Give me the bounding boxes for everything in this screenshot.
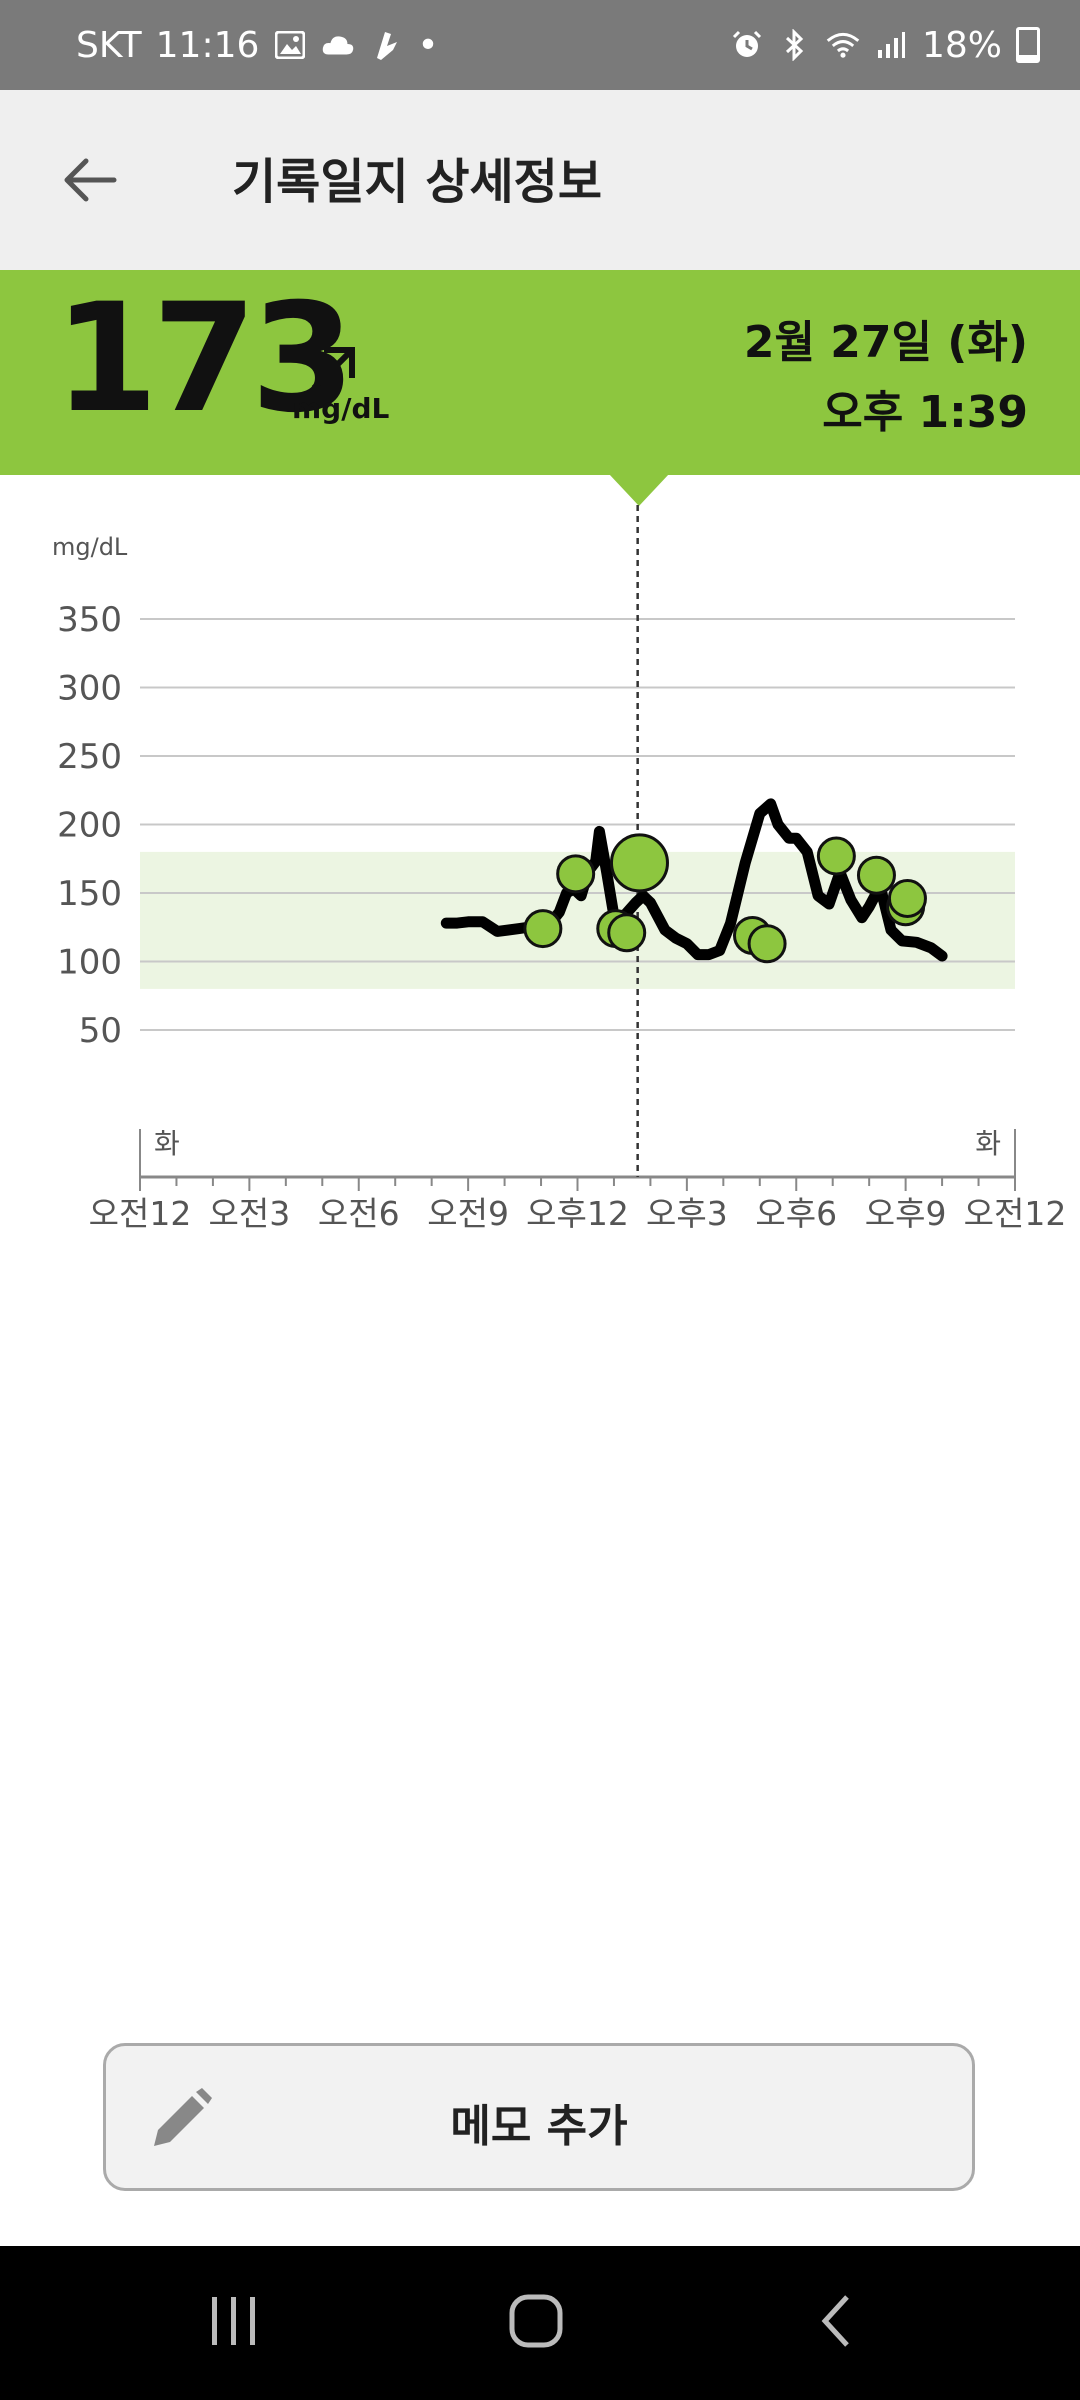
glucose-point-7 [816,836,856,876]
back-button[interactable] [50,145,130,215]
x-tick-label-3: 오전9 [427,1194,509,1233]
y-tick-150: 150 [57,874,122,914]
x-tick-label-1: 오전3 [209,1194,291,1233]
x-tick-label-5: 오후3 [646,1194,728,1233]
day-label-start: 화 [154,1127,180,1160]
pencil-icon [154,2088,212,2146]
glucose-chart[interactable]: mg/dL 350 300 250 200 150 100 50 오전12 오전3 오전6 오전9 오후… [0,475,1080,1715]
wifi-icon [826,28,860,62]
glucose-value: 173 [54,272,355,446]
bluetooth-icon [778,28,812,62]
home-button[interactable] [476,2276,596,2366]
glucose-point-10 [887,878,927,918]
x-tick-label-2: 오전6 [318,1194,400,1233]
home-icon [509,2294,563,2348]
cloud-icon [321,28,355,62]
app-header: 기록일지 상세정보 [0,90,1080,270]
glucose-point-8 [856,855,896,895]
status-left: SKT 11:16 • [76,0,439,90]
page-title: 기록일지 상세정보 [232,154,602,210]
reading-pointer [609,474,669,506]
y-tick-200: 200 [57,806,122,846]
x-tick-label-7: 오후9 [865,1194,947,1233]
glucose-point-6 [747,924,787,964]
back-icon [821,2295,849,2347]
carrier: SKT [76,24,142,66]
status-dot: • [417,24,439,66]
y-tick-250: 250 [57,737,122,777]
x-tick-label-0: 오전12 [89,1194,192,1233]
y-tick-350: 350 [57,600,122,640]
app-icon [369,28,403,62]
day-label-end: 화 [975,1127,1001,1160]
image-icon [273,28,307,62]
recent-apps-icon [212,2297,255,2345]
nav-back-button[interactable] [778,2276,898,2366]
x-tick-label-4: 오후12 [526,1194,629,1233]
status-bar: SKT 11:16 • 18% [0,0,1080,90]
add-memo-button[interactable]: 메모 추가 [103,2043,975,2191]
glucose-point-4 [609,833,669,893]
alarm-icon [730,28,764,62]
status-right: 18% [730,0,1040,90]
y-tick-300: 300 [57,669,122,709]
y-axis-unit: mg/dL [52,533,128,561]
reading-band: 173 mg/dL 2월 27일 (화) 오후 1:39 [0,270,1080,475]
x-tick-label-8: 오전12 [964,1194,1067,1233]
battery-text: 18% [921,24,1002,66]
y-tick-50: 50 [79,1011,122,1051]
signal-icon [874,28,908,62]
recent-apps-button[interactable] [174,2276,294,2366]
reading-time: 오후 1:39 [822,387,1028,438]
glucose-unit: mg/dL [292,392,390,425]
y-tick-100: 100 [57,943,122,983]
nav-bar [0,2246,1080,2400]
arrow-left-icon [64,158,117,202]
glucose-point-3 [607,913,647,953]
glucose-point-0 [523,909,563,949]
reading-date: 2월 27일 (화) [743,317,1028,368]
x-tick-label-6: 오후6 [755,1194,837,1233]
battery-icon [1016,27,1040,63]
memo-label: 메모 추가 [450,2101,628,2152]
glucose-point-1 [556,854,596,894]
status-time: 11:16 [155,24,260,66]
arrow-up-right-icon [311,347,355,391]
